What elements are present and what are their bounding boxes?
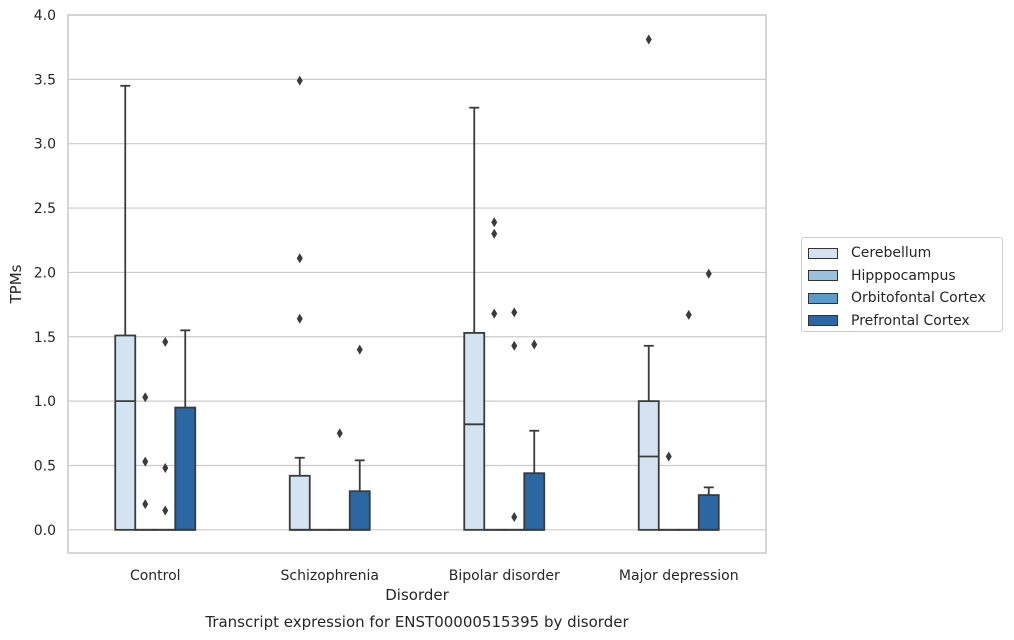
outlier-point: [162, 505, 169, 516]
y-tick-label: 3.5: [34, 72, 56, 88]
chart-title: Transcript expression for ENST0000051539…: [204, 613, 629, 631]
outlier-point: [356, 344, 363, 355]
outlier-point: [491, 308, 498, 319]
plot-area-background: [68, 15, 766, 553]
outlier-point: [531, 339, 538, 350]
legend-label: Orbitofontal Cortex: [851, 290, 986, 307]
legend-label: Prefrontal Cortex: [851, 312, 970, 329]
outlier-point: [491, 228, 498, 239]
x-tick-label: Control: [130, 568, 181, 584]
x-tick-label: Major depression: [619, 568, 739, 584]
y-tick-label: 3.0: [34, 137, 56, 153]
plot-frame: [67, 14, 767, 554]
outlier-point: [511, 340, 518, 351]
legend-swatch: [808, 292, 838, 304]
legend-item-hippocampus: Hipppocampus: [808, 265, 1002, 288]
outlier-point: [162, 336, 169, 347]
box: [114, 334, 137, 531]
box-group: [463, 106, 486, 531]
box: [523, 472, 546, 531]
box: [697, 494, 720, 531]
box-group: [503, 307, 526, 531]
box-group: [114, 84, 137, 531]
outlier-point: [491, 217, 498, 228]
y-tick-label: 1.0: [34, 394, 56, 410]
outlier-point: [142, 392, 149, 403]
outlier-point: [142, 456, 149, 467]
box: [288, 474, 311, 531]
y-tick-label: 1.5: [34, 330, 56, 346]
legend: Cerebellum Hipppocampus Orbitofontal Cor…: [801, 237, 1003, 332]
outlier-point: [336, 428, 343, 439]
y-tick-labels: 0.0 0.5 1.0 1.5 2.0 2.5 3.0 3.5 4.0: [34, 8, 56, 539]
x-axis-label: Disorder: [385, 586, 449, 604]
box-group: [174, 329, 197, 531]
outlier-point: [296, 75, 303, 86]
x-tick-label: Schizophrenia: [281, 568, 379, 584]
y-tick-label: 0.5: [34, 458, 56, 474]
outlier-point: [296, 313, 303, 324]
x-tick-label: Bipolar disorder: [449, 568, 560, 584]
legend-item-orbitofrontal-cortex: Orbitofontal Cortex: [808, 287, 1002, 310]
outlier-point: [296, 253, 303, 264]
box-series: [114, 34, 720, 531]
box-group: [134, 392, 157, 531]
outlier-point: [665, 451, 672, 462]
outlier-point: [142, 499, 149, 510]
legend-item-prefrontal-cortex: Prefrontal Cortex: [808, 310, 1002, 333]
box-group: [523, 339, 546, 531]
box: [348, 490, 371, 531]
box: [463, 332, 486, 531]
box-group: [348, 344, 371, 531]
legend-label: Cerebellum: [851, 245, 932, 262]
outlier-point: [511, 307, 518, 318]
legend-swatch: [808, 247, 838, 259]
outlier-point: [685, 309, 692, 320]
legend-item-cerebellum: Cerebellum: [808, 242, 1002, 265]
box-group: [288, 75, 311, 531]
x-tick-labels: Control Schizophrenia Bipolar disorder Majo…: [130, 568, 739, 584]
legend-swatch: [808, 270, 838, 282]
y-tick-label: 4.0: [34, 8, 56, 24]
y-tick-label: 2.0: [34, 265, 56, 281]
y-tick-label: 2.5: [34, 201, 56, 217]
outlier-point: [645, 34, 652, 45]
box: [174, 406, 197, 531]
outlier-point: [511, 511, 518, 522]
y-tick-label: 0.0: [34, 523, 56, 539]
legend-swatch: [808, 315, 838, 327]
box: [637, 400, 660, 531]
y-axis-label: TPMs: [7, 264, 25, 304]
outlier-point: [705, 268, 712, 279]
box-group: [637, 34, 660, 531]
outlier-point: [162, 463, 169, 474]
legend-label: Hipppocampus: [851, 267, 956, 284]
box-group: [697, 268, 720, 531]
